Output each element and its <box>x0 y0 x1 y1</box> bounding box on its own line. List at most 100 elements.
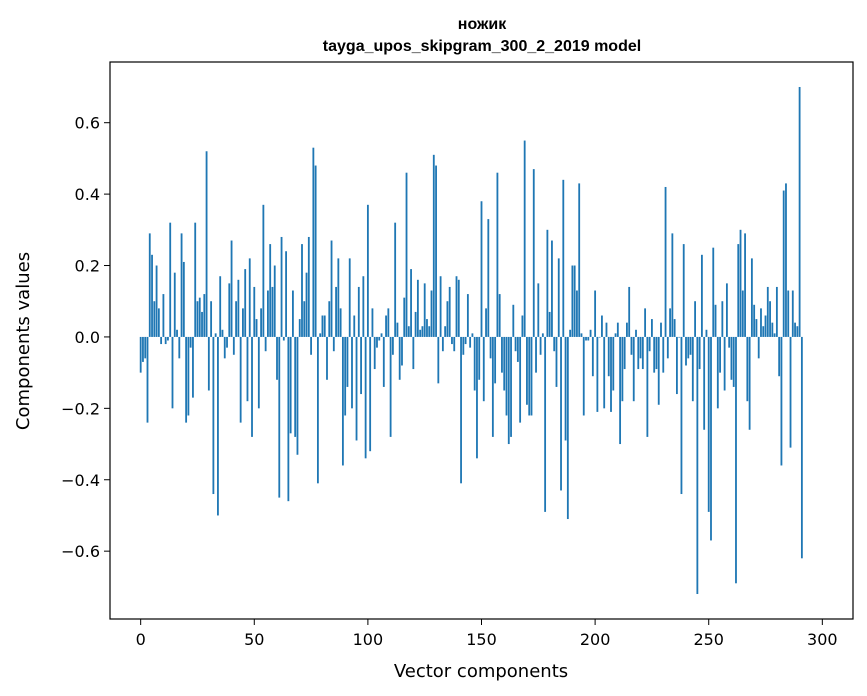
bar-75 <box>310 336 312 355</box>
y-axis-ticks: −0.6 −0.4 −0.2 0.0 0.2 0.4 0.6 <box>61 114 110 561</box>
bar-85 <box>332 336 335 352</box>
bar-286 <box>789 336 792 448</box>
bar-230 <box>662 336 665 373</box>
bar-141 <box>460 336 462 484</box>
bar-83 <box>328 301 331 337</box>
bar-126 <box>426 319 428 337</box>
bar-109 <box>387 308 390 337</box>
bar-250 <box>707 336 710 512</box>
bar-219 <box>637 336 640 370</box>
bar-44 <box>239 336 242 423</box>
bar-131 <box>437 336 440 384</box>
bar-187 <box>564 336 567 441</box>
bar-41 <box>232 336 235 355</box>
bar-145 <box>469 336 472 348</box>
bar-12 <box>167 336 169 341</box>
bar-205 <box>605 322 608 337</box>
x-axis-ticks: 0 50 100 150 200 250 300 <box>136 619 838 649</box>
bar-34 <box>217 336 219 516</box>
bar-81 <box>323 315 326 337</box>
bar-74 <box>307 236 310 337</box>
bar-265 <box>741 290 744 337</box>
bar-214 <box>626 322 628 337</box>
bar-239 <box>682 244 685 337</box>
bar-217 <box>632 336 635 402</box>
bar-261 <box>732 336 735 387</box>
bar-154 <box>489 336 492 359</box>
bar-200 <box>594 290 597 337</box>
x-tick-label: 250 <box>693 630 724 649</box>
bar-33 <box>214 333 217 337</box>
bar-284 <box>785 183 787 337</box>
bar-72 <box>303 301 306 337</box>
bar-147 <box>473 336 476 391</box>
bar-32 <box>212 336 215 495</box>
bar-149 <box>478 336 481 380</box>
bar-26 <box>198 297 201 337</box>
bar-96 <box>357 286 360 337</box>
bar-248 <box>703 336 706 430</box>
bar-222 <box>644 308 647 337</box>
x-tick-label: 100 <box>353 630 384 649</box>
bar-153 <box>487 219 490 337</box>
bar-16 <box>176 329 178 337</box>
bar-42 <box>235 301 238 337</box>
bar-274 <box>762 326 765 337</box>
bar-68 <box>294 336 297 437</box>
bar-263 <box>737 244 740 337</box>
bar-23 <box>192 336 194 398</box>
bar-99 <box>364 336 367 459</box>
bar-287 <box>791 290 794 337</box>
bar-130 <box>435 165 437 337</box>
bar-199 <box>591 336 594 377</box>
bar-211 <box>619 336 622 445</box>
bar-169 <box>523 140 526 337</box>
bar-87 <box>337 258 340 337</box>
bar-108 <box>385 315 387 337</box>
bar-79 <box>319 333 322 337</box>
bar-253 <box>714 304 717 337</box>
bar-31 <box>210 301 213 337</box>
bar-266 <box>744 233 746 337</box>
bar-19 <box>182 261 185 337</box>
bar-210 <box>616 322 619 337</box>
bar-237 <box>678 336 681 338</box>
bar-76 <box>312 147 315 337</box>
bar-234 <box>671 233 674 337</box>
bar-281 <box>778 336 781 377</box>
bar-148 <box>476 336 478 459</box>
bar-54 <box>262 204 265 337</box>
bar-91 <box>346 336 349 387</box>
bar-181 <box>551 240 553 337</box>
bar-30 <box>207 336 210 391</box>
bar-11 <box>164 336 167 345</box>
bar-255 <box>719 336 721 373</box>
bar-132 <box>439 276 442 337</box>
bar-59 <box>273 265 276 337</box>
bar-56 <box>267 290 269 337</box>
bar-139 <box>455 276 458 337</box>
chart-title: ножик <box>458 16 507 33</box>
bar-128 <box>430 290 433 337</box>
bar-164 <box>512 304 515 337</box>
bar-53 <box>260 308 263 337</box>
bar-184 <box>557 258 560 337</box>
bar-5 <box>151 254 153 337</box>
bar-171 <box>528 336 531 416</box>
bar-155 <box>491 336 494 437</box>
bar-165 <box>514 336 517 352</box>
bar-194 <box>580 333 583 337</box>
bar-114 <box>398 336 401 380</box>
bar-46 <box>244 269 247 337</box>
bar-279 <box>773 333 776 337</box>
bar-22 <box>189 336 192 348</box>
bar-183 <box>555 336 558 387</box>
bar-254 <box>716 336 719 409</box>
x-tick-label: 50 <box>244 630 264 649</box>
bar-57 <box>269 244 272 337</box>
bar-55 <box>264 336 267 352</box>
bar-170 <box>526 336 528 405</box>
bar-225 <box>651 319 653 337</box>
bar-242 <box>689 336 692 355</box>
bar-180 <box>548 311 551 337</box>
